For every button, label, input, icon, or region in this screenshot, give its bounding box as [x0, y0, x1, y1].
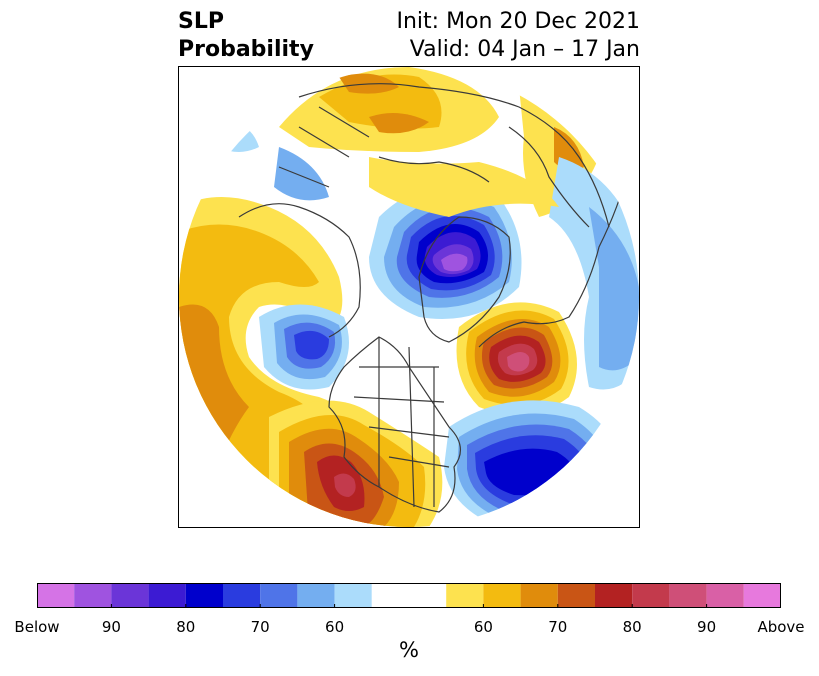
- title-variable: SLP: [178, 9, 224, 34]
- colorbar-below-swatch: [111, 583, 149, 608]
- colorbar-below-swatch: [260, 583, 298, 608]
- shaded-field: [179, 67, 639, 527]
- colorbar-below-swatch: [334, 583, 372, 608]
- title-type: Probability: [178, 37, 314, 62]
- colorbar-tick-label: 60: [473, 618, 493, 636]
- colorbar-above-swatch: [483, 583, 521, 608]
- colorbar-tick-label: 60: [325, 618, 345, 636]
- colorbar-above-swatch: [669, 583, 707, 608]
- colorbar-tick-label: Above: [757, 618, 805, 636]
- init-date: Init: Mon 20 Dec 2021: [396, 9, 641, 34]
- colorbar-tick-label: 80: [176, 618, 196, 636]
- colorbar-unit: %: [399, 638, 419, 662]
- colorbar-below-swatch: [74, 583, 112, 608]
- colorbar-above-swatch: [446, 583, 484, 608]
- colorbar-above-swatch: [743, 583, 781, 608]
- colorbar-below-swatch: [148, 583, 186, 608]
- colorbar-tick-label: 80: [622, 618, 642, 636]
- colorbar-below-swatch: [297, 583, 335, 608]
- colorbar-above-swatch: [632, 583, 670, 608]
- valid-range: Valid: 04 Jan – 17 Jan: [409, 37, 640, 62]
- colorbar-above-swatch: [557, 583, 595, 608]
- colorbar-below-swatch: [185, 583, 223, 608]
- colorbar-below-swatch: [223, 583, 261, 608]
- colorbar-above-swatch: [706, 583, 744, 608]
- colorbar-above-swatch: [520, 583, 558, 608]
- map-dates: Init: Mon 20 Dec 2021 Valid: 04 Jan – 17…: [397, 8, 641, 64]
- colorbar-svg: [37, 583, 781, 608]
- colorbar-tick-label: 70: [548, 618, 568, 636]
- colorbar-tick-label: 90: [697, 618, 717, 636]
- colorbar-neutral-swatch: [371, 583, 447, 608]
- colorbar-border: [37, 583, 781, 608]
- probability-map: [178, 66, 640, 528]
- map-title: SLP Probability: [178, 8, 314, 64]
- colorbar: [37, 583, 781, 608]
- colorbar-tick-label: 90: [101, 618, 121, 636]
- coastlines: [238, 83, 630, 513]
- polar-map-svg: [179, 67, 639, 527]
- colorbar-below-swatch: [37, 583, 75, 608]
- colorbar-tick-label: 70: [250, 618, 270, 636]
- colorbar-tick-label: Below: [14, 618, 60, 636]
- colorbar-above-swatch: [595, 583, 633, 608]
